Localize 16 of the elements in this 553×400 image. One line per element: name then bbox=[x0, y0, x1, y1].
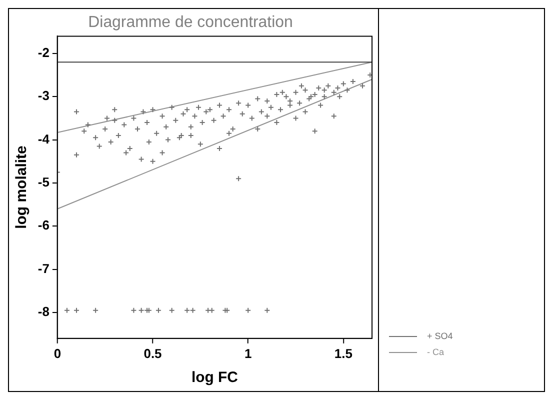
y-axis-title: log molalite bbox=[13, 146, 30, 229]
y-tick-label: -3 bbox=[38, 88, 50, 104]
legend-label: - Ca bbox=[427, 347, 444, 357]
chart-title: Diagramme de concentration bbox=[88, 14, 293, 32]
y-tick-label: -6 bbox=[38, 218, 50, 233]
x-tick-label: 0 bbox=[54, 346, 62, 361]
y-tick-label: -8 bbox=[38, 304, 50, 320]
x-tick-label: 0.5 bbox=[144, 346, 162, 361]
y-tick-label: -7 bbox=[38, 260, 50, 276]
y-tick-label: -4 bbox=[38, 131, 50, 146]
legend-label: + SO4 bbox=[427, 331, 453, 341]
x-tick-label: 1 bbox=[244, 346, 252, 361]
x-tick-label: 1.5 bbox=[334, 346, 352, 361]
y-tick-label: -5 bbox=[38, 174, 50, 190]
y-tick-label: -2 bbox=[38, 45, 50, 60]
x-axis-title: log FC bbox=[191, 369, 238, 386]
